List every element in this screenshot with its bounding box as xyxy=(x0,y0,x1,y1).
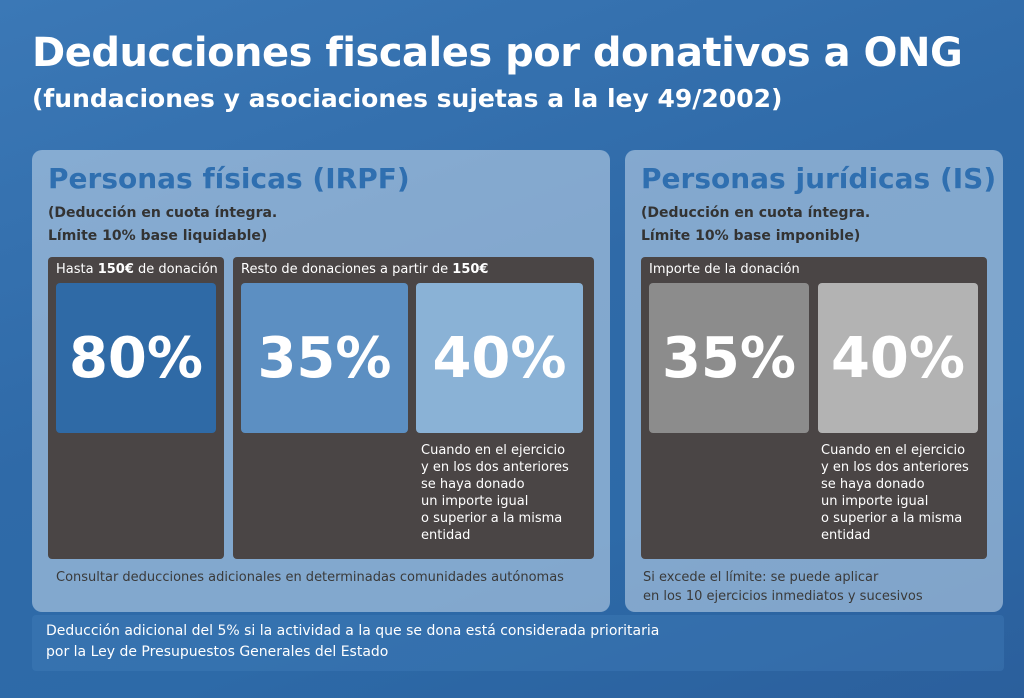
additional-deduction-note: Deducción adicional del 5% si la activid… xyxy=(32,615,1004,671)
irpf-condition-line: un importe igual xyxy=(421,494,529,509)
irpf-group2-label-amount: 150€ xyxy=(452,262,489,277)
irpf-condition-text: Cuando en el ejercicio y en los dos ante… xyxy=(421,442,569,544)
is-footnote-line2: en los 10 ejercicios inmediatos y sucesi… xyxy=(643,589,923,604)
is-40-percent-value: 40% xyxy=(830,325,966,391)
irpf-group1-label-prefix: Hasta xyxy=(56,262,98,277)
irpf-title: Personas físicas (IRPF) xyxy=(48,162,410,195)
irpf-group1-panel: Hasta 150€ de donación 80% xyxy=(48,257,224,559)
additional-deduction-text: Deducción adicional del 5% si la activid… xyxy=(46,621,659,663)
irpf-condition-line: se haya donado xyxy=(421,477,525,492)
is-note-line2: Límite 10% base imponible) xyxy=(641,228,861,244)
irpf-note: (Deducción en cuota íntegra. Límite 10% … xyxy=(48,202,277,248)
irpf-group1-label-suffix: de donación xyxy=(133,262,218,277)
is-condition-line: un importe igual xyxy=(821,494,929,509)
additional-deduction-line1: Deducción adicional del 5% si la activid… xyxy=(46,623,660,639)
is-35-percent-value: 35% xyxy=(661,325,797,391)
irpf-35-percent-value: 35% xyxy=(257,325,392,391)
is-group-panel: Importe de la donación 35% 40% Cuando en… xyxy=(641,257,987,559)
irpf-group1-label-amount: 150€ xyxy=(97,262,134,277)
is-condition-line: y en los dos anteriores xyxy=(821,460,969,475)
is-panel: Personas jurídicas (IS) (Deducción en cu… xyxy=(625,150,1003,612)
is-40-percent-box: 40% xyxy=(818,283,978,433)
is-condition-line: Cuando en el ejercicio xyxy=(821,443,966,458)
irpf-group2-label-prefix: Resto de donaciones a partir de xyxy=(241,262,453,277)
is-group-label: Importe de la donación xyxy=(649,262,800,277)
additional-deduction-line2: por la Ley de Presupuestos Generales del… xyxy=(46,644,389,660)
irpf-group1-label: Hasta 150€ de donación xyxy=(56,262,218,277)
irpf-note-line2: Límite 10% base liquidable) xyxy=(48,228,268,244)
is-footnote: Si excede el límite: se puede aplicar en… xyxy=(643,568,923,606)
irpf-80-percent-value: 80% xyxy=(68,325,204,391)
is-condition-line: se haya donado xyxy=(821,477,925,492)
irpf-group2-panel: Resto de donaciones a partir de 150€ 35%… xyxy=(233,257,594,559)
page-title: Deducciones fiscales por donativos a ONG xyxy=(32,30,963,76)
irpf-40-percent-value: 40% xyxy=(432,325,567,391)
irpf-footnote: Consultar deducciones adicionales en det… xyxy=(56,570,564,585)
irpf-note-line1: (Deducción en cuota íntegra. xyxy=(48,205,278,221)
irpf-condition-line: entidad xyxy=(421,528,471,543)
irpf-condition-line: o superior a la misma xyxy=(421,511,563,526)
is-condition-text: Cuando en el ejercicio y en los dos ante… xyxy=(821,442,969,544)
is-note-line1: (Deducción en cuota íntegra. xyxy=(641,205,871,221)
irpf-80-percent-box: 80% xyxy=(56,283,216,433)
is-condition-line: o superior a la misma xyxy=(821,511,963,526)
page-subtitle: (fundaciones y asociaciones sujetas a la… xyxy=(32,84,783,113)
is-title: Personas jurídicas (IS) xyxy=(641,162,997,195)
is-35-percent-box: 35% xyxy=(649,283,809,433)
irpf-group2-label: Resto de donaciones a partir de 150€ xyxy=(241,262,488,277)
is-footnote-line1: Si excede el límite: se puede aplicar xyxy=(643,570,879,585)
irpf-panel: Personas físicas (IRPF) (Deducción en cu… xyxy=(32,150,610,612)
irpf-condition-line: y en los dos anteriores xyxy=(421,460,569,475)
is-condition-line: entidad xyxy=(821,528,871,543)
irpf-35-percent-box: 35% xyxy=(241,283,408,433)
irpf-condition-line: Cuando en el ejercicio xyxy=(421,443,566,458)
irpf-40-percent-box: 40% xyxy=(416,283,583,433)
is-note: (Deducción en cuota íntegra. Límite 10% … xyxy=(641,202,870,248)
